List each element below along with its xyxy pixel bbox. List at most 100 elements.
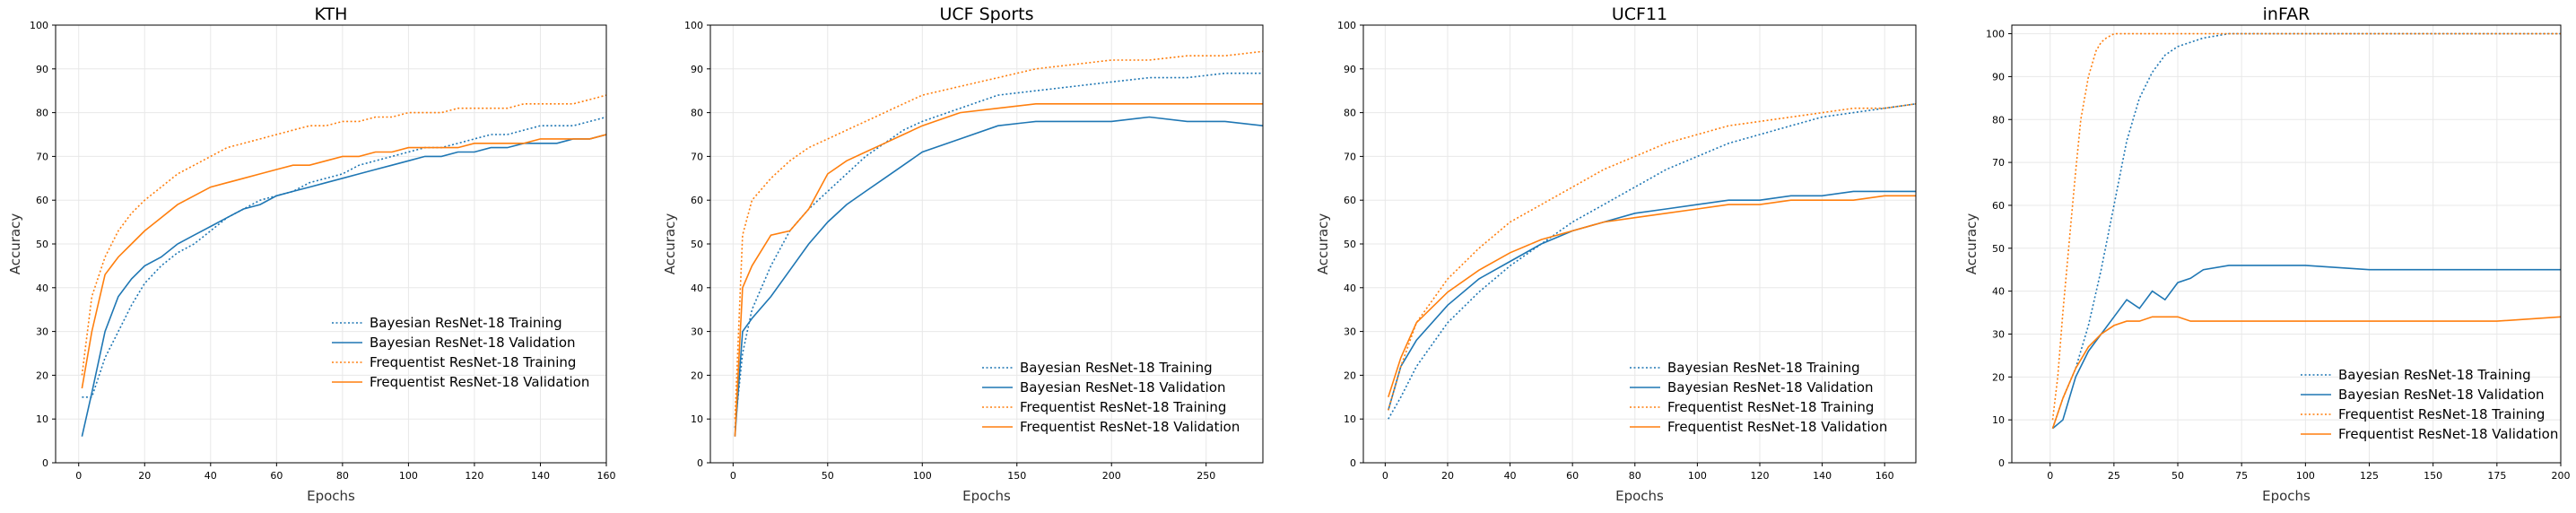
legend-label: Bayesian ResNet-18 Validation: [2338, 387, 2545, 403]
legend-label: Bayesian ResNet-18 Validation: [1020, 379, 1226, 396]
x-tick-label: 50: [822, 470, 834, 482]
y-tick-label: 30: [1992, 328, 2005, 340]
y-tick-label: 10: [36, 413, 48, 425]
x-tick-label: 100: [913, 470, 932, 482]
y-tick-label: 90: [36, 64, 48, 75]
y-tick-label: 70: [36, 151, 48, 162]
x-tick-label: 0: [75, 470, 82, 482]
y-tick-label: 40: [1344, 283, 1356, 294]
legend-label: Bayesian ResNet-18 Validation: [370, 335, 576, 351]
y-tick-label: 60: [36, 195, 48, 206]
y-tick-label: 10: [1344, 413, 1356, 425]
y-tick-label: 20: [691, 370, 703, 381]
x-tick-label: 80: [1629, 470, 1641, 482]
x-tick-label: 80: [336, 470, 349, 482]
series-line-frequentist-resnet-18-validation: [81, 134, 606, 389]
series-line-bayesian-resnet-18-training: [1388, 103, 1916, 420]
x-tick-label: 75: [2235, 470, 2248, 482]
x-tick-label: 140: [531, 470, 550, 482]
x-tick-label: 200: [1102, 470, 1121, 482]
y-tick-label: 70: [1344, 151, 1356, 162]
chart-title: UCF11: [1612, 4, 1667, 24]
x-tick-label: 250: [1197, 470, 1215, 482]
series-line-frequentist-resnet-18-training: [2051, 32, 2561, 421]
y-tick-label: 10: [1992, 414, 2005, 426]
y-tick-label: 10: [691, 413, 703, 425]
x-axis-label: Epochs: [2262, 488, 2311, 504]
x-axis-label: Epochs: [962, 488, 1011, 504]
y-tick-label: 40: [1992, 286, 2005, 298]
y-tick-label: 60: [1344, 195, 1356, 206]
y-tick-label: 20: [36, 370, 48, 381]
chart-panel-0: 0 20 40 60 80 100 120 140 160 0 10 20 30 40 50 60 70 80 90…: [7, 4, 616, 504]
y-tick-label: 90: [1992, 71, 2005, 83]
legend: Bayesian ResNet-18 Training Bayesian ResN…: [1630, 360, 1887, 435]
x-tick-label: 25: [2108, 470, 2120, 482]
y-tick-label: 40: [691, 283, 703, 294]
y-tick-label: 80: [1992, 114, 2005, 126]
y-tick-label: 40: [36, 283, 48, 294]
chart-title: KTH: [315, 4, 348, 24]
x-tick-label: 160: [597, 470, 616, 482]
series-line-frequentist-resnet-18-training: [1388, 103, 1916, 411]
y-tick-label: 50: [1992, 243, 2005, 255]
x-tick-label: 150: [2424, 470, 2442, 482]
x-tick-label: 100: [399, 470, 418, 482]
y-tick-label: 100: [684, 20, 703, 31]
series-line-bayesian-resnet-18-validation: [1388, 190, 1916, 411]
legend-label: Frequentist ResNet-18 Validation: [1020, 419, 1240, 435]
y-tick-label: 50: [36, 239, 48, 250]
x-tick-label: 20: [1441, 470, 1454, 482]
chart-title: inFAR: [2263, 4, 2311, 24]
legend-label: Frequentist ResNet-18 Training: [2338, 406, 2545, 422]
x-tick-label: 0: [730, 470, 736, 482]
series-line-bayesian-resnet-18-validation: [81, 134, 606, 437]
x-tick-label: 100: [2296, 470, 2315, 482]
y-tick-label: 0: [42, 457, 48, 469]
y-tick-label: 90: [1344, 64, 1356, 75]
chart-panel-2: 0 20 40 60 80 100 120 140 160 0 10 20 30 40 50 60 70 80 90…: [1315, 4, 1917, 504]
y-axis-label: Accuracy: [662, 213, 678, 275]
y-tick-label: 50: [691, 239, 703, 250]
chart-title: UCF Sports: [939, 4, 1033, 24]
legend-label: Frequentist ResNet-18 Validation: [370, 374, 589, 390]
x-tick-label: 40: [205, 470, 217, 482]
y-tick-label: 30: [1344, 326, 1356, 338]
series-line-frequentist-resnet-18-validation: [2051, 316, 2561, 429]
legend-label: Frequentist ResNet-18 Training: [1020, 399, 1226, 415]
x-axis-label: Epochs: [307, 488, 355, 504]
y-tick-label: 100: [1337, 20, 1356, 31]
x-axis-label: Epochs: [1615, 488, 1664, 504]
x-tick-label: 0: [2047, 470, 2053, 482]
y-tick-label: 0: [1998, 457, 2005, 469]
y-tick-label: 90: [691, 64, 703, 75]
y-axis-label: Accuracy: [1315, 213, 1331, 275]
y-tick-label: 80: [1344, 108, 1356, 119]
y-tick-label: 80: [36, 108, 48, 119]
y-tick-label: 0: [1350, 457, 1356, 469]
legend-label: Bayesian ResNet-18 Training: [1020, 360, 1213, 376]
x-tick-label: 125: [2360, 470, 2379, 482]
series-line-frequentist-resnet-18-training: [81, 94, 606, 376]
legend: Bayesian ResNet-18 Training Bayesian ResN…: [332, 315, 589, 390]
x-tick-label: 60: [1566, 470, 1579, 482]
legend-label: Bayesian ResNet-18 Validation: [1667, 379, 1874, 396]
legend-label: Frequentist ResNet-18 Training: [1667, 399, 1874, 415]
series-line-bayesian-resnet-18-training: [734, 72, 1263, 429]
x-tick-label: 0: [1382, 470, 1388, 482]
y-axis-label: Accuracy: [1963, 213, 1980, 275]
y-tick-label: 30: [691, 326, 703, 338]
x-tick-label: 120: [465, 470, 483, 482]
legend-label: Frequentist ResNet-18 Validation: [2338, 426, 2558, 442]
legend: Bayesian ResNet-18 Training Bayesian ResN…: [982, 360, 1240, 435]
axes-frame: [2011, 24, 2562, 464]
x-tick-label: 50: [2171, 470, 2184, 482]
series-line-frequentist-resnet-18-validation: [1388, 195, 1916, 398]
series-line-frequentist-resnet-18-validation: [734, 103, 1263, 437]
x-tick-label: 120: [1750, 470, 1769, 482]
legend: Bayesian ResNet-18 Training Bayesian ResN…: [2301, 367, 2558, 442]
y-tick-label: 100: [30, 20, 48, 31]
chart-panel-1: 0 50 100 150 200 250 0 10 20 30 40 50 60 70 80 90 100 UCF…: [662, 4, 1264, 504]
